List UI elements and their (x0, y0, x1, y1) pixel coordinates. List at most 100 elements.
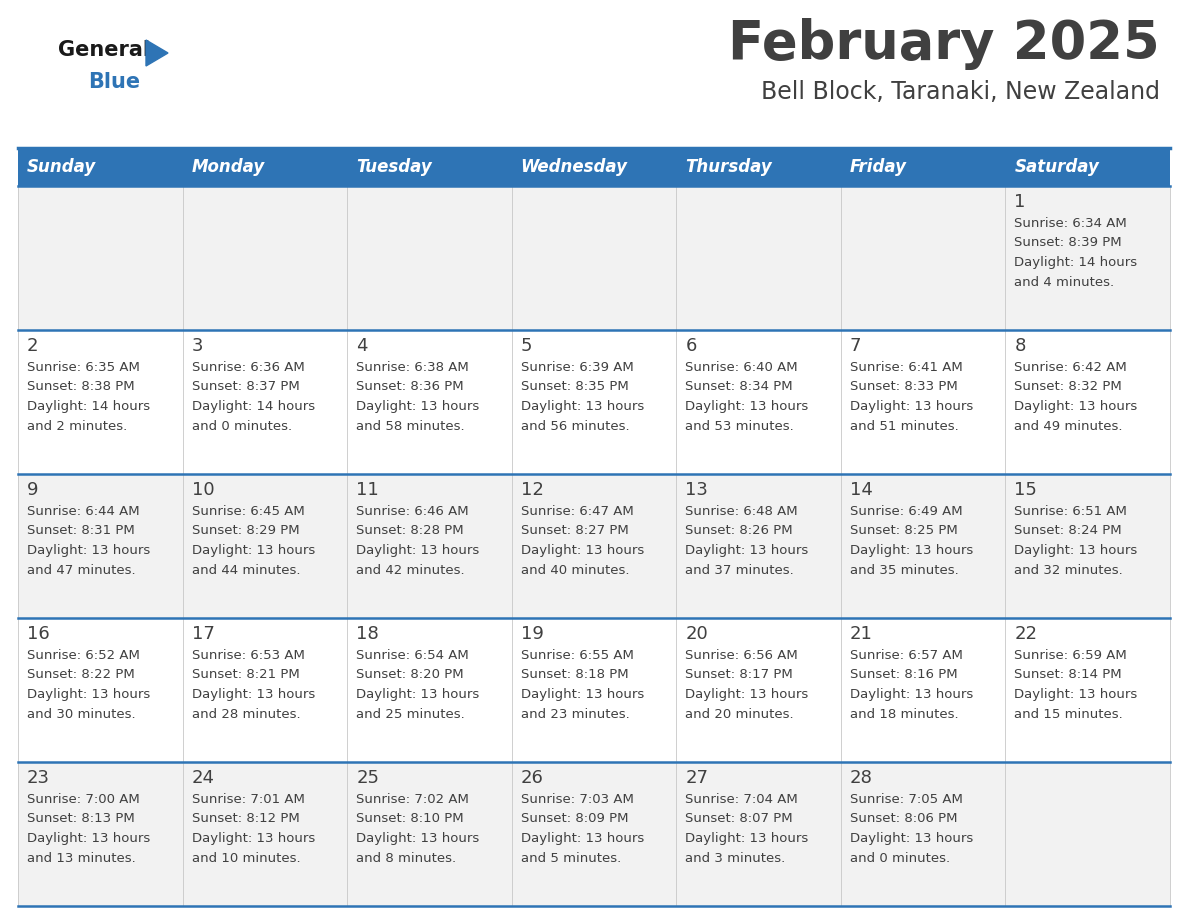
Text: 15: 15 (1015, 481, 1037, 499)
Bar (347, 148, 512, 186)
Text: 6: 6 (685, 337, 696, 355)
Text: February 2025: February 2025 (728, 18, 1159, 70)
Text: 17: 17 (191, 625, 215, 643)
Text: 8: 8 (1015, 337, 1025, 355)
Text: and 58 minutes.: and 58 minutes. (356, 420, 465, 432)
Text: Sunset: 8:28 PM: Sunset: 8:28 PM (356, 524, 463, 538)
Text: Sunset: 8:06 PM: Sunset: 8:06 PM (849, 812, 958, 825)
Text: Sunrise: 6:52 AM: Sunrise: 6:52 AM (27, 649, 140, 662)
Text: Daylight: 13 hours: Daylight: 13 hours (27, 832, 150, 845)
Text: Daylight: 13 hours: Daylight: 13 hours (849, 832, 973, 845)
Text: Sunset: 8:26 PM: Sunset: 8:26 PM (685, 524, 792, 538)
Text: and 42 minutes.: and 42 minutes. (356, 564, 465, 577)
Text: and 30 minutes.: and 30 minutes. (27, 708, 135, 721)
Text: and 49 minutes.: and 49 minutes. (1015, 420, 1123, 432)
Text: Sunrise: 6:53 AM: Sunrise: 6:53 AM (191, 649, 304, 662)
Text: 18: 18 (356, 625, 379, 643)
Text: Daylight: 13 hours: Daylight: 13 hours (520, 400, 644, 413)
Text: Daylight: 13 hours: Daylight: 13 hours (685, 688, 809, 701)
Text: Blue: Blue (88, 72, 140, 92)
Text: Sunrise: 7:04 AM: Sunrise: 7:04 AM (685, 793, 798, 806)
Text: Sunrise: 7:02 AM: Sunrise: 7:02 AM (356, 793, 469, 806)
Text: Daylight: 13 hours: Daylight: 13 hours (520, 832, 644, 845)
Text: Friday: Friday (849, 158, 906, 176)
Text: and 51 minutes.: and 51 minutes. (849, 420, 959, 432)
Text: and 53 minutes.: and 53 minutes. (685, 420, 794, 432)
Text: 13: 13 (685, 481, 708, 499)
Text: 5: 5 (520, 337, 532, 355)
Text: Sunset: 8:38 PM: Sunset: 8:38 PM (27, 380, 134, 394)
Text: Daylight: 13 hours: Daylight: 13 hours (356, 832, 480, 845)
Text: Daylight: 13 hours: Daylight: 13 hours (356, 400, 480, 413)
Text: Sunrise: 6:36 AM: Sunrise: 6:36 AM (191, 361, 304, 374)
Text: Sunset: 8:22 PM: Sunset: 8:22 PM (27, 668, 134, 681)
Text: Daylight: 13 hours: Daylight: 13 hours (356, 544, 480, 557)
Text: Daylight: 13 hours: Daylight: 13 hours (191, 832, 315, 845)
Text: and 10 minutes.: and 10 minutes. (191, 852, 301, 865)
Text: Sunset: 8:37 PM: Sunset: 8:37 PM (191, 380, 299, 394)
Text: and 0 minutes.: and 0 minutes. (849, 852, 950, 865)
Text: Daylight: 13 hours: Daylight: 13 hours (27, 688, 150, 701)
Text: 22: 22 (1015, 625, 1037, 643)
Text: Sunset: 8:29 PM: Sunset: 8:29 PM (191, 524, 299, 538)
Text: Daylight: 13 hours: Daylight: 13 hours (1015, 688, 1138, 701)
Text: Daylight: 13 hours: Daylight: 13 hours (191, 688, 315, 701)
Text: and 20 minutes.: and 20 minutes. (685, 708, 794, 721)
Text: Sunrise: 7:01 AM: Sunrise: 7:01 AM (191, 793, 304, 806)
Text: and 56 minutes.: and 56 minutes. (520, 420, 630, 432)
Text: Sunset: 8:24 PM: Sunset: 8:24 PM (1015, 524, 1121, 538)
Text: and 3 minutes.: and 3 minutes. (685, 852, 785, 865)
Text: 12: 12 (520, 481, 544, 499)
Bar (183, 148, 347, 186)
Text: 28: 28 (849, 769, 873, 787)
Text: Sunset: 8:14 PM: Sunset: 8:14 PM (1015, 668, 1121, 681)
Polygon shape (146, 40, 168, 66)
Text: and 32 minutes.: and 32 minutes. (1015, 564, 1123, 577)
Text: Sunrise: 6:59 AM: Sunrise: 6:59 AM (1015, 649, 1127, 662)
Text: Sunrise: 6:42 AM: Sunrise: 6:42 AM (1015, 361, 1127, 374)
Bar (18, 618, 1170, 762)
Text: Bell Block, Taranaki, New Zealand: Bell Block, Taranaki, New Zealand (762, 80, 1159, 104)
Text: 1: 1 (1015, 193, 1025, 211)
Text: 25: 25 (356, 769, 379, 787)
Bar (512, 148, 676, 186)
Text: Daylight: 13 hours: Daylight: 13 hours (356, 688, 480, 701)
Text: Sunrise: 6:45 AM: Sunrise: 6:45 AM (191, 505, 304, 518)
Text: Sunrise: 6:49 AM: Sunrise: 6:49 AM (849, 505, 962, 518)
Text: Sunset: 8:21 PM: Sunset: 8:21 PM (191, 668, 299, 681)
Text: Thursday: Thursday (685, 158, 772, 176)
Text: Sunrise: 6:55 AM: Sunrise: 6:55 AM (520, 649, 633, 662)
Text: General: General (58, 40, 150, 60)
Bar (18, 762, 1170, 906)
Text: Sunrise: 6:41 AM: Sunrise: 6:41 AM (849, 361, 962, 374)
Text: and 4 minutes.: and 4 minutes. (1015, 275, 1114, 288)
Text: Sunrise: 6:57 AM: Sunrise: 6:57 AM (849, 649, 962, 662)
Text: Sunrise: 6:34 AM: Sunrise: 6:34 AM (1015, 217, 1127, 230)
Text: 24: 24 (191, 769, 215, 787)
Text: 19: 19 (520, 625, 544, 643)
Text: Sunset: 8:36 PM: Sunset: 8:36 PM (356, 380, 463, 394)
Text: Tuesday: Tuesday (356, 158, 432, 176)
Text: and 18 minutes.: and 18 minutes. (849, 708, 959, 721)
Text: Daylight: 13 hours: Daylight: 13 hours (685, 400, 809, 413)
Bar (18, 148, 183, 186)
Text: Sunrise: 6:40 AM: Sunrise: 6:40 AM (685, 361, 798, 374)
Text: Sunset: 8:39 PM: Sunset: 8:39 PM (1015, 237, 1121, 250)
Text: Daylight: 13 hours: Daylight: 13 hours (191, 544, 315, 557)
Text: 9: 9 (27, 481, 38, 499)
Text: 23: 23 (27, 769, 50, 787)
Bar (18, 474, 1170, 618)
Bar (1005, 148, 1170, 186)
Text: 10: 10 (191, 481, 214, 499)
Text: Sunday: Sunday (27, 158, 96, 176)
Text: 2: 2 (27, 337, 38, 355)
Text: Daylight: 13 hours: Daylight: 13 hours (1015, 544, 1138, 557)
Text: 26: 26 (520, 769, 544, 787)
Text: Sunset: 8:12 PM: Sunset: 8:12 PM (191, 812, 299, 825)
Text: 20: 20 (685, 625, 708, 643)
Text: and 40 minutes.: and 40 minutes. (520, 564, 630, 577)
Text: and 15 minutes.: and 15 minutes. (1015, 708, 1123, 721)
Text: Daylight: 13 hours: Daylight: 13 hours (849, 688, 973, 701)
Text: Sunset: 8:27 PM: Sunset: 8:27 PM (520, 524, 628, 538)
Text: Monday: Monday (191, 158, 265, 176)
